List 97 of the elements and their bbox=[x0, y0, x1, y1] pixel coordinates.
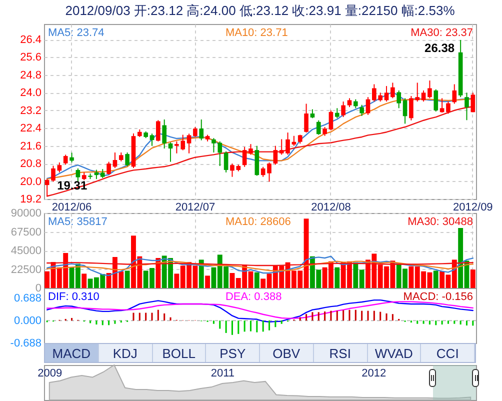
y-tick-label: 0.688 bbox=[14, 292, 42, 305]
line-series bbox=[46, 301, 474, 319]
y-tick-label: 22.4 bbox=[20, 122, 42, 135]
x-tick-label: 2012/06 bbox=[52, 202, 92, 214]
y-tick-label: 0 bbox=[35, 282, 42, 294]
text: MA10: 23.71 bbox=[225, 27, 288, 39]
candlestick bbox=[402, 98, 408, 124]
y-tick-label: 24.8 bbox=[20, 69, 42, 82]
y-tick-label: 20.8 bbox=[20, 158, 42, 170]
bar bbox=[470, 270, 476, 288]
bar bbox=[433, 270, 438, 288]
annotation: 26.38 bbox=[424, 40, 455, 55]
candlestick bbox=[434, 88, 438, 112]
candlestick bbox=[267, 162, 272, 182]
candlestick bbox=[470, 92, 476, 113]
chart-title: 2012/09/03 开:23.12 高:24.00 低:23.12 收:23.91 量:22150 幅:2.53% bbox=[65, 3, 456, 18]
candlestick bbox=[162, 118, 167, 149]
bar bbox=[82, 274, 87, 288]
bar bbox=[205, 276, 210, 288]
x-tick-label: 2011 bbox=[210, 368, 235, 380]
y-tick-label: 20.0 bbox=[20, 176, 42, 188]
x-tick-label: 2012 bbox=[362, 368, 386, 380]
candlestick bbox=[186, 133, 192, 154]
text: RSI bbox=[314, 344, 368, 362]
series-label: DEA: 0.388 bbox=[225, 291, 282, 303]
y-tick-label: 19.2 bbox=[20, 194, 42, 206]
candlestick bbox=[168, 142, 173, 162]
bar bbox=[124, 270, 130, 288]
y-tick-label: 25.6 bbox=[20, 52, 42, 64]
candlestick bbox=[224, 150, 228, 173]
candlestick bbox=[421, 90, 426, 102]
candlestick bbox=[328, 110, 334, 131]
y-tick-label: 67500 bbox=[10, 226, 42, 238]
candlestick bbox=[334, 108, 340, 119]
candlestick bbox=[440, 98, 444, 114]
x-tick-label: 2009 bbox=[38, 368, 62, 380]
text: PSY bbox=[206, 344, 260, 362]
annotation: 19.31 bbox=[57, 178, 88, 193]
y-tick-label: 26.4 bbox=[20, 34, 42, 46]
series-label: MACD: -0.156 bbox=[403, 291, 473, 303]
bar bbox=[254, 272, 260, 288]
y-tick-label: 0.000 bbox=[14, 315, 42, 328]
candlestick bbox=[428, 80, 432, 99]
candlestick bbox=[366, 96, 370, 116]
text: CCI bbox=[421, 344, 475, 362]
bar bbox=[334, 267, 340, 288]
candlestick bbox=[396, 90, 402, 109]
text: MA30: 23.37 bbox=[410, 27, 473, 39]
candlestick bbox=[112, 152, 118, 168]
candlestick bbox=[193, 126, 198, 138]
candlestick bbox=[248, 144, 253, 156]
candlestick bbox=[273, 145, 278, 166]
text: WVAD bbox=[368, 344, 422, 362]
y-tick-label: 90000 bbox=[10, 208, 42, 220]
candlestick bbox=[63, 154, 68, 166]
x-tick-label: 2012/09 bbox=[453, 202, 493, 214]
line-series bbox=[46, 256, 474, 276]
candlestick bbox=[150, 133, 154, 146]
y-tick-label: -0.688 bbox=[10, 338, 42, 350]
candlestick bbox=[360, 104, 364, 116]
series-label: DIF: 0.310 bbox=[48, 291, 100, 303]
candlestick bbox=[464, 92, 469, 121]
candlestick bbox=[199, 118, 204, 141]
candlestick bbox=[125, 152, 130, 167]
line-series bbox=[46, 260, 474, 272]
x-tick-label: 2012/07 bbox=[175, 202, 216, 214]
candlestick bbox=[242, 146, 247, 168]
candlestick bbox=[106, 161, 111, 176]
text: OBV bbox=[260, 344, 314, 362]
y-tick-label: 45000 bbox=[10, 245, 42, 257]
line-series bbox=[46, 299, 474, 322]
x-tick-label: 2012/08 bbox=[311, 202, 351, 214]
candlestick bbox=[446, 101, 450, 114]
candlestick bbox=[341, 101, 346, 118]
text: BOLL bbox=[152, 344, 206, 362]
candlestick bbox=[390, 82, 395, 99]
y-tick-label: 21.6 bbox=[20, 140, 42, 152]
candlestick bbox=[304, 103, 308, 134]
y-tick-label: 22500 bbox=[10, 264, 42, 276]
y-tick-label: 24.0 bbox=[20, 87, 42, 100]
candlestick bbox=[44, 178, 50, 198]
text: MA30: 30488 bbox=[408, 216, 473, 228]
text: KDJ bbox=[98, 344, 152, 362]
candlestick bbox=[57, 162, 62, 173]
candlestick bbox=[156, 120, 160, 142]
y-tick-label: 23.2 bbox=[20, 104, 42, 117]
candlestick bbox=[384, 86, 389, 102]
candlestick bbox=[76, 168, 80, 182]
candlestick bbox=[316, 120, 321, 136]
text: MACD bbox=[45, 344, 99, 362]
candlestick bbox=[51, 165, 56, 182]
text: MA5: 23.74 bbox=[48, 27, 104, 39]
candlestick bbox=[452, 84, 457, 104]
candlestick bbox=[260, 166, 266, 178]
text: MA5: 35817 bbox=[48, 216, 108, 228]
candlestick bbox=[70, 152, 74, 163]
text: MA10: 28606 bbox=[225, 216, 291, 228]
